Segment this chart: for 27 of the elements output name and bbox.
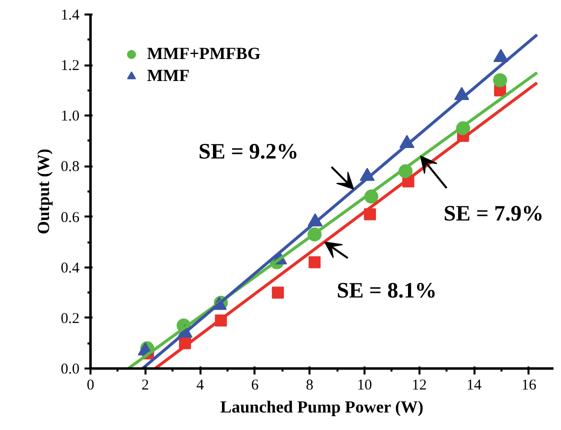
point bbox=[308, 256, 321, 268]
legend-label: MMF bbox=[147, 66, 190, 86]
point bbox=[272, 286, 284, 299]
x-tick-label: 4 bbox=[196, 378, 204, 394]
y-tick-label: 0.2 bbox=[60, 310, 80, 327]
x-tick-label: 0 bbox=[86, 378, 94, 394]
x-tick-label: 6 bbox=[251, 378, 260, 394]
y-tick-label: 1.4 bbox=[60, 8, 80, 24]
y-tick-label: 0.0 bbox=[60, 362, 80, 378]
x-tick-label: 14 bbox=[466, 378, 482, 394]
x-tick-label: 10 bbox=[356, 378, 372, 394]
annotation: SE = 8.1% bbox=[336, 278, 437, 303]
y-tick-label: 1.2 bbox=[60, 58, 80, 74]
y-tick-label: 0.4 bbox=[60, 260, 80, 276]
y-tick-label: 0.8 bbox=[60, 159, 80, 176]
annotation: SE = 7.9% bbox=[444, 200, 544, 226]
x-tick-label: 8 bbox=[306, 378, 314, 394]
x-tick-label: 12 bbox=[412, 378, 427, 394]
y-tick-label: 1.0 bbox=[60, 108, 80, 125]
x-tick-label: 2 bbox=[142, 378, 150, 394]
point bbox=[493, 73, 508, 88]
legend-label: MMF+PMFBG bbox=[147, 44, 261, 64]
y-axis-title: Output (W) bbox=[34, 148, 53, 234]
x-tick-label: 16 bbox=[521, 378, 537, 394]
y-tick-label: 0.6 bbox=[60, 210, 80, 226]
x-axis-title: Launched Pump Power (W) bbox=[220, 398, 424, 416]
annotation: SE = 9.2% bbox=[198, 138, 298, 164]
